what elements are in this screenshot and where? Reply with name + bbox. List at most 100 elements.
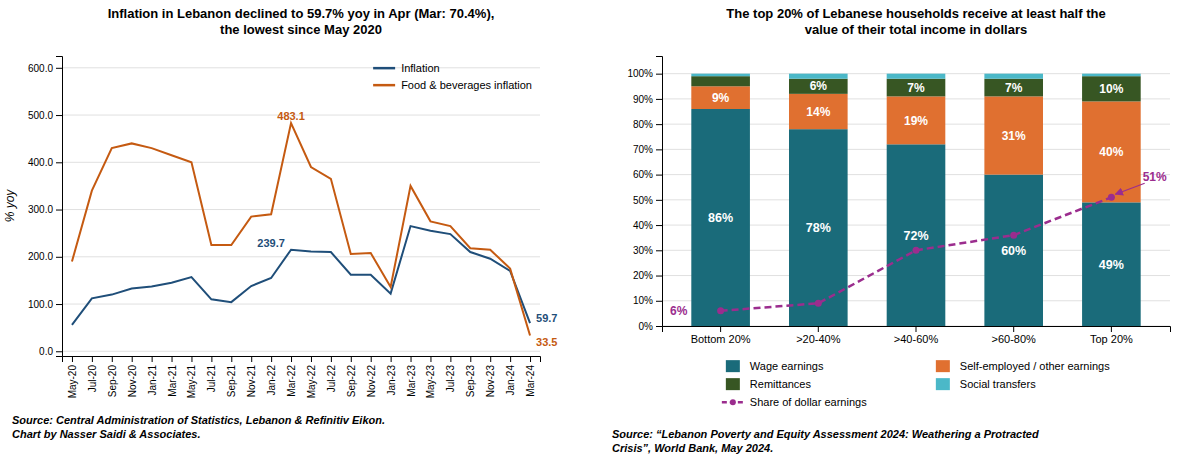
data-label: 9% [712,91,730,105]
tick: Sep-23 [465,356,476,397]
tick-mark [152,356,153,362]
legend-item: Share of dollar earnings [722,396,867,408]
tick-mark [56,304,62,305]
tick: >60-80% [992,326,1037,345]
marker [1108,194,1115,201]
legend-swatch [726,378,740,390]
bar [789,94,848,129]
legend-item: Wage earnings [726,360,824,372]
tick-mark [656,225,662,226]
tick-mark [132,356,133,362]
tick-mark [371,356,372,362]
x-axis: Bottom 20%>20-40%>40-60%>60-80%Top 20% [663,326,1171,345]
legend-label: Share of dollar earnings [750,396,867,408]
tick-label: 200.0 [28,251,53,262]
tick-label: Nov-20 [127,365,138,398]
tick-label: 40% [633,220,653,231]
data-label: 7% [1005,81,1023,95]
data-label: 10% [1099,82,1123,96]
tick-label: Jul-22 [326,365,337,393]
tick-mark [656,326,662,327]
tick: Nov-23 [485,356,496,397]
bar [789,79,848,94]
tick-label: Nov-21 [246,365,257,398]
tick: Mar-21 [167,356,178,397]
tick-mark [720,326,721,332]
tick-label: May-23 [425,365,436,399]
axis-line [56,57,63,357]
data-label: 14% [806,105,830,119]
tick: 400.0 [28,157,62,168]
bar [887,96,946,144]
figure: Inflation in Lebanon declined to 59.7% y… [0,0,1200,476]
tick-mark [430,356,431,362]
marker [1010,232,1017,239]
bar [1082,202,1141,326]
tick: 100% [627,68,662,79]
tick: Mar-22 [286,356,297,397]
annotation: 239.7 [257,237,285,249]
legend-item: Social transfers [936,378,1036,390]
data-label: 72% [903,229,928,243]
tick-label: Jul-20 [87,365,98,393]
bar [1082,76,1141,101]
tick-label: 0.0 [39,346,53,357]
tick-mark [251,356,252,362]
tick-label: 50% [633,195,653,206]
bar [887,74,946,79]
y-axis: 0%10%20%30%40%50%60%70%80%90%100% [627,57,662,332]
data-labels: 86%78%72%60%49%9%14%19%31%40%6%7%7%10%6%… [670,79,1167,318]
tick-label: 90% [633,94,653,105]
tick: 10% [633,295,662,306]
tick-label: Nov-22 [366,365,377,398]
grid-line [62,162,540,163]
y-axis-title: % yoy [3,189,17,223]
axis-line [663,327,1171,333]
annotation-arrow [1115,183,1144,194]
tick-mark [656,200,662,201]
tick: Jul-21 [206,356,217,392]
data-label: 51% [1143,170,1167,184]
bar [984,96,1043,174]
tick-label: Jul-21 [206,365,217,393]
data-label: 6% [810,79,828,93]
text-line: Inflation in Lebanon declined to 59.7% y… [108,6,495,21]
bar [789,129,848,326]
tick: 0% [639,321,662,332]
tick: May-21 [186,356,197,398]
tick-label: Jan-24 [505,365,516,396]
tick-mark [56,210,62,211]
tick: Sep-22 [346,356,357,397]
bar [691,109,750,326]
tick: 40% [633,220,662,231]
legend-swatch [936,378,950,390]
tick-mark [391,356,392,362]
tick-mark [112,356,113,362]
bar [887,79,946,97]
marker [717,307,724,314]
text-line: Source: Central Administration of Statis… [12,414,385,426]
tick: Jul-22 [326,356,337,392]
grid-line [62,304,540,305]
tick: Jul-23 [445,356,456,392]
tick: 30% [633,245,662,256]
tick-mark [311,356,312,362]
tick: Mar-23 [406,356,417,397]
tick-label: Jan-21 [147,365,158,396]
tick-mark [470,356,471,362]
tick-label: Mar-21 [167,365,178,397]
bar [887,144,946,326]
legend-swatch [373,84,395,87]
chart-panel: Inflation in Lebanon declined to 59.7% y… [3,6,557,440]
tick-label: Mar-23 [406,365,417,397]
tick-mark [656,149,662,150]
text-line: Source: “Lebanon Poverty and Equity Asse… [612,428,1039,440]
tick-label: >40-60% [894,333,939,345]
tick-mark [656,250,662,251]
data-label: 78% [806,221,831,235]
legend-item: Remittances [726,378,812,390]
title: The top 20% of Lebanese households recei… [726,6,1105,37]
tick-mark [450,356,451,362]
bar [691,74,750,77]
legend: InflationFood & beverages inflation [373,62,532,91]
